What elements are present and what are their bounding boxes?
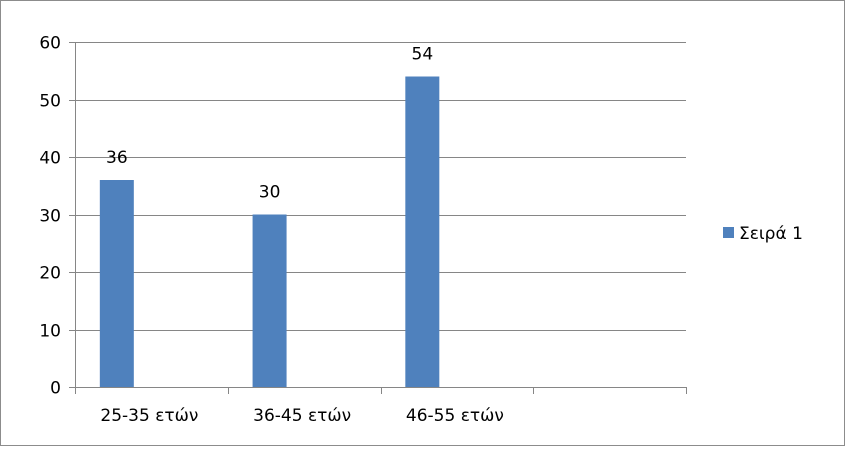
data-label: 36 <box>106 148 128 168</box>
legend-swatch <box>723 227 734 238</box>
y-tick-label: 20 <box>39 264 61 284</box>
legend-label: Σειρά 1 <box>739 224 803 244</box>
y-tick-label: 30 <box>39 207 61 227</box>
y-tick-label: 50 <box>39 92 61 112</box>
axes: 0 10 20 30 40 50 60 25-35 ετών 36-45 ετών 46-55 ε… <box>39 34 687 426</box>
data-label: 30 <box>259 183 281 203</box>
x-tick-label: 46-55 ετών <box>406 406 504 426</box>
bar <box>405 76 440 387</box>
bars <box>99 76 440 387</box>
gridlines <box>75 42 686 388</box>
bar <box>99 180 134 387</box>
y-tick-label: 60 <box>39 34 61 54</box>
y-tick-label: 40 <box>39 149 61 169</box>
x-tick-label: 36-45 ετών <box>253 406 351 426</box>
data-labels: 36 30 54 <box>106 45 433 203</box>
y-tick-label: 10 <box>39 322 61 342</box>
bar <box>252 214 287 387</box>
x-tick-label: 25-35 ετών <box>100 406 198 426</box>
data-label: 54 <box>412 45 434 65</box>
y-tick-label: 0 <box>50 379 61 399</box>
legend: Σειρά 1 <box>723 224 803 244</box>
